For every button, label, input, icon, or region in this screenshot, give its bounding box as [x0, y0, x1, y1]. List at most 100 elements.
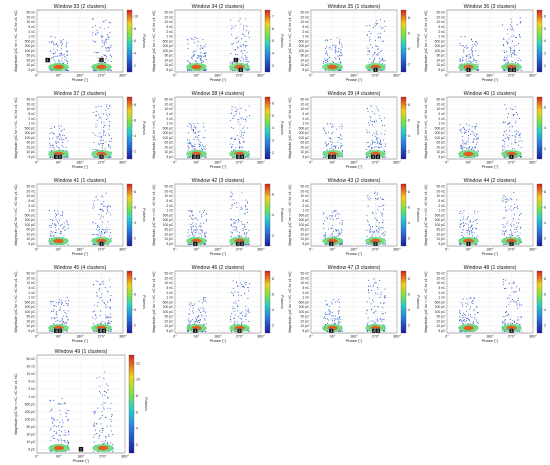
y-tick-label: 10 nC [164, 20, 174, 24]
pd-cloud [186, 18, 250, 71]
cluster-label: 1 [329, 155, 331, 159]
x-tick-label: 180° [350, 335, 358, 339]
y-tick-label: 20 nC [26, 276, 36, 280]
x-tick-label: 0° [173, 335, 177, 339]
cluster-label: 4 [241, 155, 243, 159]
x-axis-label: Phase (°) [73, 458, 90, 463]
cluster-label: 3 [372, 155, 374, 159]
cluster-marker: 1 [508, 154, 515, 160]
y-tick-label: 2 nC [438, 204, 446, 208]
y-tick-label: 10 nC [26, 281, 36, 285]
colorbar-tick-label: 6 [272, 101, 274, 105]
cluster-label: 3 [237, 155, 239, 159]
colorbar-tick-label: 4 [134, 52, 136, 56]
y-tick-label: 10 pC [300, 63, 310, 67]
y-tick-label: 1 nC [438, 35, 446, 39]
y-tick-label: 10 nC [26, 194, 36, 198]
y-tick-label: 100 pC [25, 49, 36, 53]
y-tick-label: 5 nC [302, 25, 310, 29]
x-tick-label: 270° [508, 248, 516, 252]
cluster-marker: 1 [78, 446, 84, 452]
colorbar-tick-label: 6 [544, 205, 546, 209]
x-tick-label: 270° [508, 74, 516, 78]
y-tick-label: 1 nC [28, 35, 36, 39]
cluster-marker: 1 [192, 328, 198, 334]
x-tick-label: 180° [486, 335, 494, 339]
colorbar-tick-label: 6 [408, 205, 410, 209]
x-tick-label: 270° [98, 248, 106, 252]
colorbar-tick-label: 8 [134, 27, 136, 31]
y-tick-label: 10 pC [164, 324, 174, 328]
cluster-label: 1 [468, 242, 470, 246]
x-axis-label: Phase (°) [346, 338, 363, 343]
x-tick-label: 270° [372, 161, 380, 165]
y-tick-label: 50 nC [164, 98, 174, 102]
y-axis-label: Magnitude (pC for < nC, nC for ≥1 nC) [288, 272, 292, 333]
cluster-label: 2 [373, 329, 375, 333]
x-tick-label: 180° [350, 248, 358, 252]
y-tick-label: 2 nC [302, 204, 310, 208]
y-tick-label: 50 pC [300, 228, 310, 232]
panel-title: Window 44 (2 clusters) [464, 178, 517, 184]
y-tick-label: 100 pC [435, 136, 446, 140]
y-tick-label: 500 pC [299, 126, 310, 130]
x-tick-label: 180° [214, 161, 222, 165]
x-axis-label: Phase (°) [482, 77, 499, 82]
y-tick-label: 500 pC [299, 213, 310, 217]
colorbar-tick-label: 5 [272, 39, 274, 43]
x-tick-label: 90° [466, 248, 472, 252]
x-tick-label: 180° [486, 248, 494, 252]
panel-49: Window 49 (1 clusters) 5 pC 10 pC 20 pC 50 p… [14, 349, 148, 463]
y-tick-label: 10 pC [164, 150, 174, 154]
y-tick-label: 10 nC [26, 107, 36, 111]
y-tick-label: 10 pC [26, 440, 36, 444]
colorbar-label: Pulses/s [280, 295, 284, 309]
cluster-marker: 1 [45, 57, 51, 63]
x-axis-label: Phase (°) [72, 251, 89, 256]
x-tick-label: 0° [445, 335, 449, 339]
y-tick-label: 50 pC [300, 315, 310, 319]
y-tick-label: 20 nC [300, 102, 310, 106]
cluster-marker: 4 [101, 328, 107, 334]
cluster-label: 1 [193, 155, 195, 159]
colorbar-tick-label: 4 [408, 221, 410, 225]
colorbar-label: Pulses/s [416, 34, 420, 48]
y-tick-label: 50 pC [436, 54, 446, 58]
x-tick-label: 0° [35, 335, 39, 339]
colorbar [264, 96, 271, 160]
y-tick-label: 5 nC [438, 25, 446, 29]
y-tick-label: 10 pC [436, 150, 446, 154]
colorbar-tick-label: 2 [408, 236, 410, 240]
x-tick-label: 270° [98, 74, 106, 78]
x-tick-label: 270° [372, 248, 380, 252]
colorbar-tick-label: 8 [408, 103, 410, 107]
y-tick-label: 200 pC [25, 131, 36, 135]
colorbar-tick-label: 2 [544, 236, 546, 240]
y-tick-label: 2 nC [166, 117, 174, 121]
y-tick-label: 20 pC [26, 232, 36, 236]
cluster-marker: 1 [328, 241, 334, 247]
y-tick-label: 20 nC [436, 189, 446, 193]
y-tick-label: 1 nC [302, 296, 310, 300]
y-tick-label: 50 nC [26, 272, 36, 276]
colorbar [264, 270, 271, 334]
cluster-label: 1 [235, 58, 237, 62]
x-tick-label: 90° [194, 161, 200, 165]
x-tick-label: 90° [330, 74, 336, 78]
y-tick-label: 100 pC [299, 223, 310, 227]
y-tick-label: 10 nC [164, 281, 174, 285]
y-tick-label: 20 pC [436, 232, 446, 236]
cluster-marker: 1 [98, 241, 105, 247]
y-tick-label: 100 pC [435, 310, 446, 314]
colorbar-tick-label: 4 [408, 308, 410, 312]
y-tick-label: 1 nC [438, 296, 446, 300]
y-tick-label: 50 nC [164, 185, 174, 189]
x-tick-label: 360° [393, 248, 401, 252]
colorbar-tick-label: 5 [272, 114, 274, 118]
cluster-label: 1 [101, 242, 103, 246]
x-axis-label: Phase (°) [482, 338, 499, 343]
x-axis-label: Phase (°) [72, 338, 89, 343]
cluster-label: 3 [513, 68, 515, 72]
